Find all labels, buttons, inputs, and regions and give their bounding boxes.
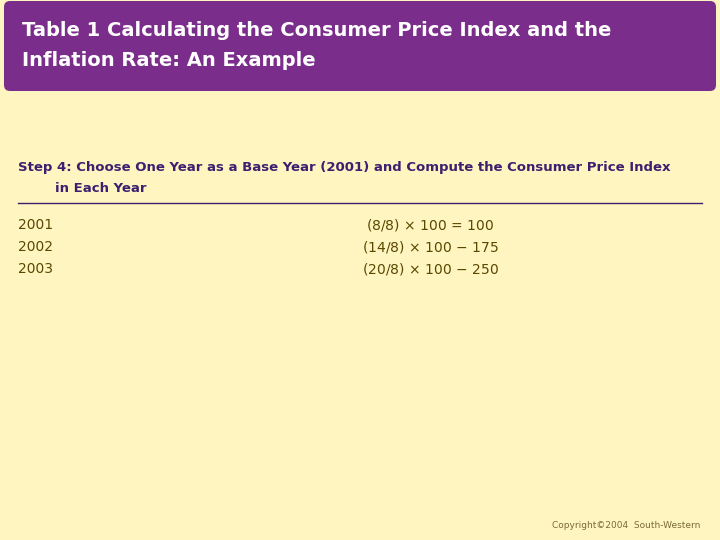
Text: ($14/$8) × 100 − 175: ($14/$8) × 100 − 175 — [361, 239, 498, 255]
Text: Copyright©2004  South-Western: Copyright©2004 South-Western — [552, 522, 700, 530]
Text: Step 4: Choose One Year as a Base Year (2001) and Compute the Consumer Price Ind: Step 4: Choose One Year as a Base Year (… — [18, 161, 670, 174]
Text: 2003: 2003 — [18, 262, 53, 276]
Text: ($8/$8) × 100 = 100: ($8/$8) × 100 = 100 — [366, 217, 494, 233]
Text: Table 1 Calculating the Consumer Price Index and the: Table 1 Calculating the Consumer Price I… — [22, 21, 611, 39]
Text: Inflation Rate: An Example: Inflation Rate: An Example — [22, 51, 315, 70]
FancyBboxPatch shape — [4, 1, 716, 91]
Text: in Each Year: in Each Year — [18, 181, 146, 194]
Text: 2002: 2002 — [18, 240, 53, 254]
Text: ($20/$8) × 100 − 250: ($20/$8) × 100 − 250 — [361, 261, 498, 277]
Text: 2001: 2001 — [18, 218, 53, 232]
